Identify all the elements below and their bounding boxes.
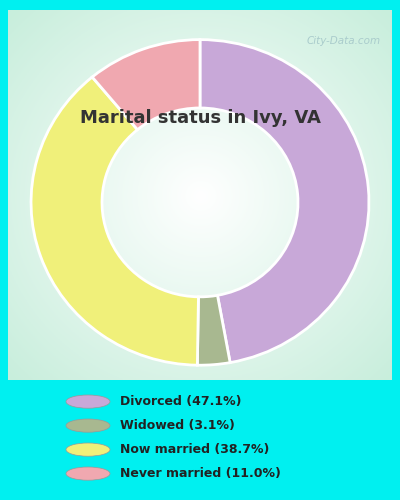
Text: Divorced (47.1%): Divorced (47.1%) <box>120 395 242 408</box>
Wedge shape <box>92 40 200 130</box>
Circle shape <box>66 419 110 432</box>
Text: Widowed (3.1%): Widowed (3.1%) <box>120 419 235 432</box>
Wedge shape <box>197 296 230 365</box>
Circle shape <box>66 467 110 480</box>
Text: Never married (11.0%): Never married (11.0%) <box>120 467 281 480</box>
Text: Now married (38.7%): Now married (38.7%) <box>120 443 269 456</box>
Circle shape <box>66 443 110 456</box>
Wedge shape <box>31 77 198 365</box>
Text: Marital status in Ivy, VA: Marital status in Ivy, VA <box>80 109 320 127</box>
Circle shape <box>66 395 110 408</box>
Wedge shape <box>200 40 369 362</box>
Text: City-Data.com: City-Data.com <box>306 36 380 46</box>
